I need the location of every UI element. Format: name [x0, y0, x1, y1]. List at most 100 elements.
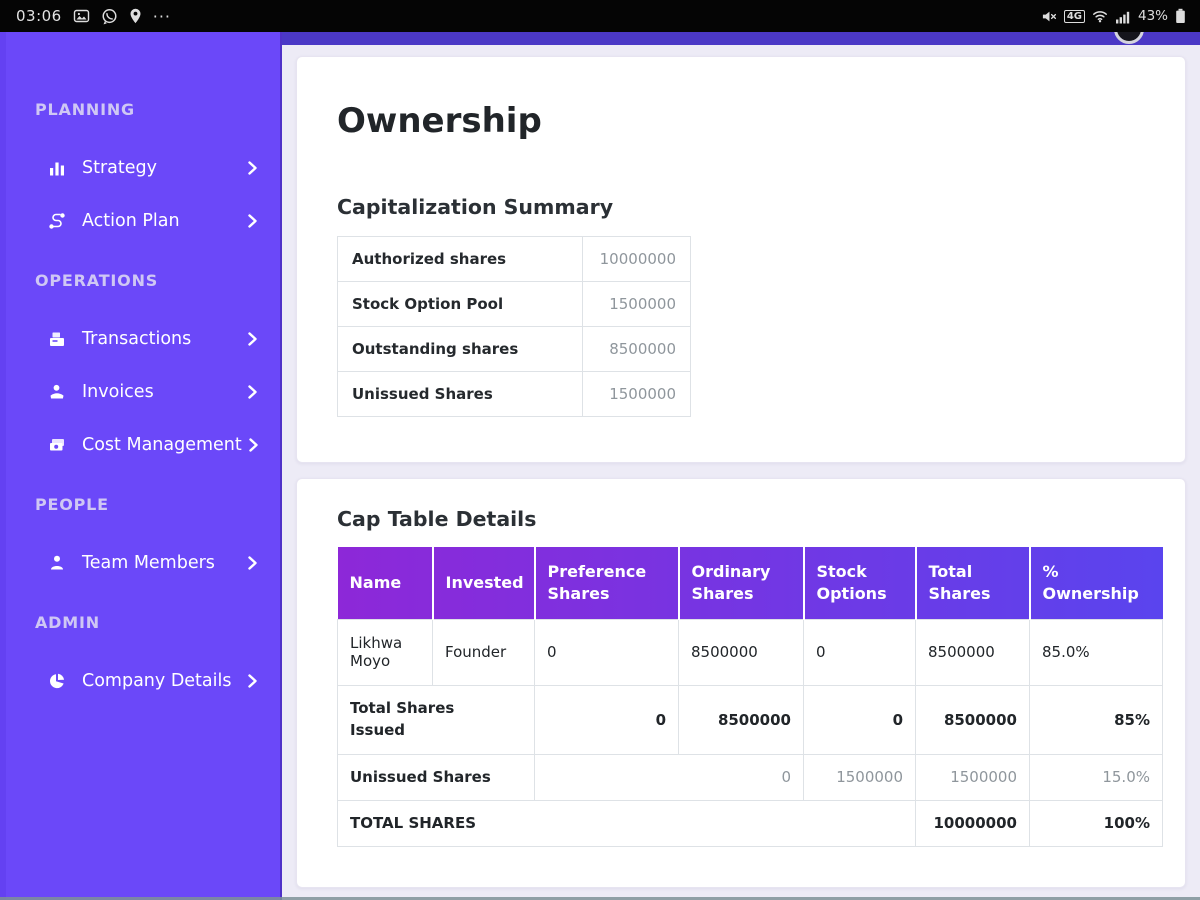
sidebar-item-label: Transactions — [82, 328, 192, 349]
cell-preference: 0 — [534, 684, 679, 755]
cap-table-header-row: Name Invested Preference Shares Ordinary… — [337, 547, 1163, 619]
more-icon: ··· — [152, 6, 171, 26]
app-frame: PLANNING Strategy Action Plan OPERATIONS — [0, 32, 1200, 900]
cap-table: Name Invested Preference Shares Ordinary… — [337, 547, 1163, 847]
summary-row-value: 10000000 — [582, 236, 691, 282]
capitalization-summary-heading: Capitalization Summary — [337, 195, 614, 219]
summary-row: Unissued Shares 1500000 — [337, 371, 691, 417]
chevron-right-icon — [247, 673, 258, 689]
company-details-icon — [47, 671, 67, 691]
capitalization-summary-table: Authorized shares 10000000 Stock Option … — [337, 236, 691, 417]
row-label-text: Total Shares Issued — [350, 698, 455, 739]
screen-edge-line — [0, 897, 1200, 900]
cell-total-shares: 8500000 — [915, 684, 1030, 755]
column-header-stock-options: Stock Options — [802, 547, 917, 619]
cell-preference: 0 — [534, 618, 679, 686]
cell-ownership: 85.0% — [1029, 618, 1163, 686]
cell-total-shares: 8500000 — [915, 618, 1030, 686]
action-plan-route-icon — [47, 211, 67, 231]
sidebar-item-label: Company Details — [82, 670, 232, 691]
cap-table-grand-total-row: TOTAL SHARES 10000000 100% — [337, 799, 1163, 847]
signal-bars-icon — [1115, 9, 1131, 24]
sidebar-item-strategy[interactable]: Strategy — [0, 141, 280, 194]
sidebar-section-planning: PLANNING — [35, 100, 135, 119]
cell-total-shares: 10000000 — [915, 799, 1030, 847]
row-label: TOTAL SHARES — [337, 799, 916, 847]
ownership-card: Ownership Capitalization Summary Authori… — [296, 56, 1186, 463]
sidebar-item-label: Action Plan — [82, 210, 180, 231]
column-header-preference-shares: Preference Shares — [533, 547, 680, 619]
team-members-icon — [47, 553, 67, 573]
sidebar-item-action-plan[interactable]: Action Plan — [0, 194, 280, 247]
cell-ownership: 85% — [1029, 684, 1163, 755]
sidebar-section-admin: ADMIN — [35, 613, 100, 632]
summary-row: Outstanding shares 8500000 — [337, 326, 691, 372]
strategy-chart-icon — [47, 158, 67, 178]
summary-row-value: 1500000 — [582, 371, 691, 417]
sidebar-item-label: Invoices — [82, 381, 154, 402]
transactions-icon — [47, 329, 67, 349]
content-scroll-area[interactable]: Ownership Capitalization Summary Authori… — [282, 45, 1200, 900]
chevron-right-icon — [247, 384, 258, 400]
cell-invested: Founder — [432, 618, 535, 686]
sidebar-item-company-details[interactable]: Company Details — [0, 654, 280, 707]
sidebar-item-label: Team Members — [82, 552, 215, 573]
column-header-name: Name — [337, 547, 434, 619]
sidebar-item-cost-management[interactable]: Cost Management — [0, 418, 280, 471]
page-title: Ownership — [337, 101, 542, 141]
top-navbar-strip — [282, 32, 1200, 45]
sidebar: PLANNING Strategy Action Plan OPERATIONS — [0, 32, 282, 900]
cell-ownership: 100% — [1029, 799, 1163, 847]
cap-table-card: Cap Table Details Name Invested Preferen… — [296, 478, 1186, 888]
column-header-total-shares: Total Shares — [914, 547, 1031, 619]
invoices-icon — [47, 382, 67, 402]
summary-row-value: 1500000 — [582, 281, 691, 327]
cost-management-icon — [47, 435, 67, 455]
summary-row-label: Authorized shares — [337, 236, 583, 282]
chevron-right-icon — [247, 331, 258, 347]
sidebar-section-operations: OPERATIONS — [35, 271, 159, 290]
gallery-icon — [73, 8, 90, 24]
cell-ownership: 15.0% — [1029, 753, 1163, 801]
cell-total-shares: 1500000 — [915, 753, 1030, 801]
status-left: 03:06 ··· — [16, 7, 171, 26]
cell-stock-options: 1500000 — [803, 753, 916, 801]
summary-row: Authorized shares 10000000 — [337, 236, 691, 282]
sidebar-item-label: Strategy — [82, 157, 157, 178]
summary-row-label: Unissued Shares — [337, 371, 583, 417]
chevron-right-icon — [248, 437, 259, 453]
whatsapp-icon — [101, 8, 118, 25]
column-header-ordinary-shares: Ordinary Shares — [677, 547, 805, 619]
sidebar-item-invoices[interactable]: Invoices — [0, 365, 280, 418]
clock: 03:06 — [16, 7, 62, 25]
column-header-invested: Invested — [431, 547, 536, 619]
summary-row-label: Stock Option Pool — [337, 281, 583, 327]
chevron-right-icon — [247, 213, 258, 229]
chevron-right-icon — [247, 160, 258, 176]
summary-row-value: 8500000 — [582, 326, 691, 372]
chevron-right-icon — [247, 555, 258, 571]
cap-table-founder-row: Likhwa Moyo Founder 0 8500000 0 8500000 … — [337, 618, 1163, 686]
volume-mute-icon — [1041, 9, 1057, 24]
sidebar-item-team-members[interactable]: Team Members — [0, 536, 280, 589]
wifi-icon — [1092, 9, 1108, 23]
location-icon — [129, 8, 142, 24]
summary-row-label: Outstanding shares — [337, 326, 583, 372]
status-bar: 03:06 ··· 4G 43% — [0, 0, 1200, 32]
cell-name: Likhwa Moyo — [337, 618, 433, 686]
summary-row: Stock Option Pool 1500000 — [337, 281, 691, 327]
sidebar-section-people: PEOPLE — [35, 495, 109, 514]
main-content: Ownership Capitalization Summary Authori… — [282, 32, 1200, 900]
cap-table-unissued-row: Unissued Shares 0 1500000 1500000 15.0% — [337, 753, 1163, 801]
row-label: Unissued Shares — [337, 753, 535, 801]
battery-percent: 43% — [1137, 8, 1168, 24]
cell-stock-options: 0 — [803, 684, 916, 755]
battery-icon — [1175, 8, 1186, 24]
sidebar-item-label: Cost Management — [82, 434, 242, 455]
cell-ordinary: 8500000 — [678, 684, 804, 755]
cap-table-heading: Cap Table Details — [337, 507, 537, 531]
sidebar-item-transactions[interactable]: Transactions — [0, 312, 280, 365]
cap-table-total-issued-row: Total Shares Issued 0 8500000 0 8500000 … — [337, 684, 1163, 755]
cell-stock-options: 0 — [803, 618, 916, 686]
row-label: Total Shares Issued — [337, 684, 535, 755]
